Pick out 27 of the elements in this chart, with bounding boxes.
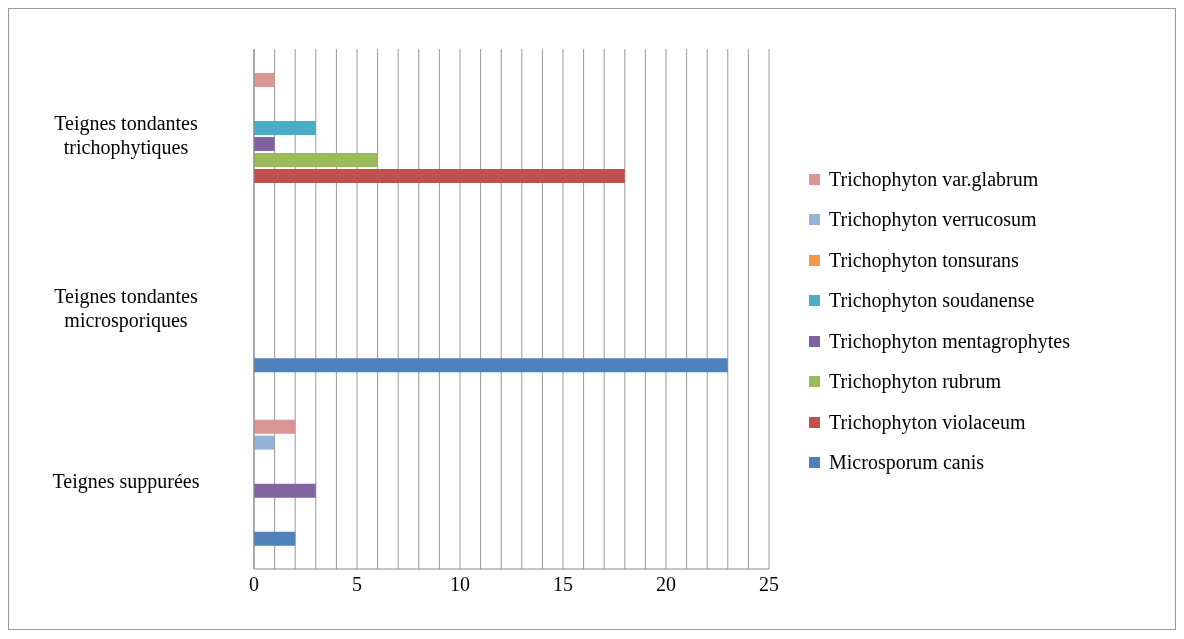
legend-label: Trichophyton violaceum (829, 410, 1026, 434)
x-tick-label: 25 (759, 573, 779, 596)
bar (254, 169, 625, 183)
bar (254, 73, 275, 87)
x-tick-label: 20 (656, 573, 676, 596)
legend-label: Trichophyton var.glabrum (829, 167, 1039, 191)
legend-label: Trichophyton verrucosum (829, 208, 1037, 232)
legend-label: Microsporum canis (829, 451, 984, 475)
x-tick-label: 10 (450, 573, 470, 596)
y-tick-label: Teignes suppurées (52, 470, 200, 494)
bar (254, 153, 378, 167)
bar (254, 483, 316, 498)
x-tick-label: 15 (553, 573, 573, 596)
bar (254, 435, 275, 450)
y-tick-label: Teignes tondantes microsporiques (54, 285, 198, 332)
legend-label: Trichophyton tonsurans (829, 248, 1019, 272)
legend-label: Trichophyton soudanense (829, 289, 1035, 313)
bar (254, 358, 728, 373)
legend-label: Trichophyton rubrum (829, 370, 1002, 394)
bar (254, 137, 275, 151)
y-tick-label: Teignes tondantes trichophytiques (54, 111, 198, 159)
legend-label: Trichophyton mentagrophytes (829, 329, 1070, 353)
x-tick-label: 0 (249, 573, 259, 596)
bar (254, 121, 316, 135)
bar (254, 419, 296, 434)
x-tick-label: 5 (352, 573, 362, 596)
bar (254, 531, 296, 546)
